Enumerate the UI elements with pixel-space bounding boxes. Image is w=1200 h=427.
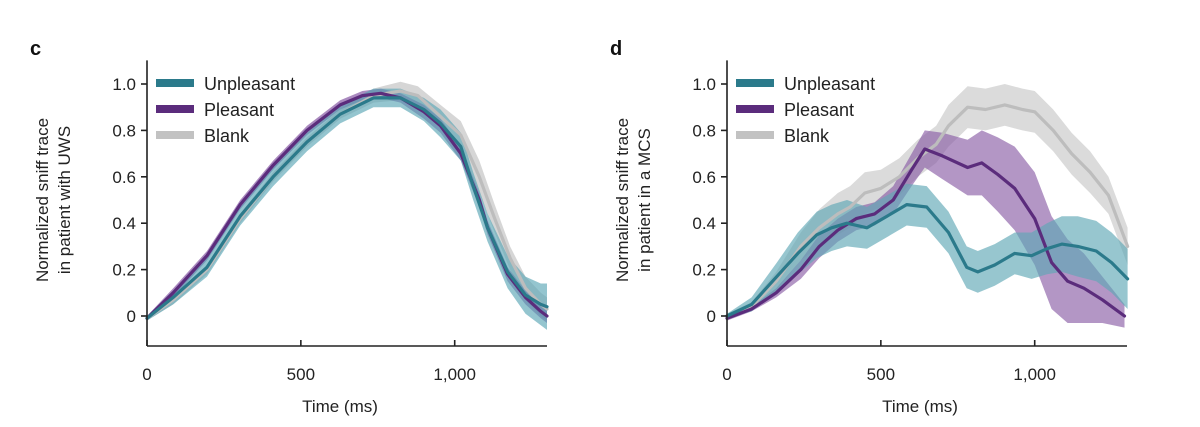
legend-item-blank: Blank bbox=[156, 126, 250, 146]
legend-swatch bbox=[736, 131, 774, 139]
y-axis-label-line-2: in patient with UWS bbox=[55, 126, 74, 274]
panel-d: d Normalized sniff trace in patient in a… bbox=[610, 38, 1130, 416]
panel-label: d bbox=[610, 38, 622, 60]
y-axis-label-line-1: Normalized sniff trace bbox=[613, 118, 632, 282]
legend-label: Blank bbox=[204, 126, 250, 146]
panel-c: c Normalized sniff trace in patient with… bbox=[30, 38, 549, 416]
legend-item-pleasant: Pleasant bbox=[736, 100, 854, 120]
y-tick-label: 0 bbox=[127, 307, 136, 326]
legend-item-unpleasant: Unpleasant bbox=[156, 74, 295, 94]
legend-item-unpleasant: Unpleasant bbox=[736, 74, 875, 94]
legend-swatch bbox=[156, 79, 194, 87]
y-tick-label: 0.8 bbox=[692, 121, 716, 140]
x-tick-label: 500 bbox=[867, 365, 895, 384]
series-line-unpleasant bbox=[145, 96, 549, 320]
x-axis-label: Time (ms) bbox=[882, 397, 958, 416]
y-tick-label: 0.2 bbox=[112, 261, 136, 280]
error-band-unpleasant bbox=[727, 183, 1128, 319]
y-tick-label: 0.6 bbox=[692, 168, 716, 187]
x-tick-label: 500 bbox=[287, 365, 315, 384]
y-tick-label: 0.6 bbox=[112, 168, 136, 187]
legend-swatch bbox=[156, 131, 194, 139]
y-tick-label: 0.4 bbox=[112, 214, 136, 233]
y-axis-label-line-2: in patient in a MCS bbox=[635, 128, 654, 272]
legend-item-pleasant: Pleasant bbox=[156, 100, 274, 120]
x-axis-label: Time (ms) bbox=[302, 397, 378, 416]
panel-label: c bbox=[30, 38, 41, 60]
legend-swatch bbox=[736, 105, 774, 113]
series-line-pleasant bbox=[725, 147, 1127, 320]
y-tick-label: 0 bbox=[707, 307, 716, 326]
y-axis-label: Normalized sniff trace in patient in a M… bbox=[613, 118, 654, 282]
legend-label: Unpleasant bbox=[204, 74, 295, 94]
y-tick-label: 1.0 bbox=[112, 75, 136, 94]
x-tick-label: 1,000 bbox=[433, 365, 476, 384]
y-tick-label: 1.0 bbox=[692, 75, 716, 94]
series-line-unpleasant bbox=[725, 203, 1130, 318]
y-axis-label-line-1: Normalized sniff trace bbox=[33, 118, 52, 282]
x-tick-label: 1,000 bbox=[1013, 365, 1056, 384]
x-tick-label: 0 bbox=[722, 365, 731, 384]
x-tick-label: 0 bbox=[142, 365, 151, 384]
legend-item-blank: Blank bbox=[736, 126, 830, 146]
y-axis-label: Normalized sniff trace in patient with U… bbox=[33, 118, 74, 282]
legend-swatch bbox=[736, 79, 774, 87]
legend-label: Pleasant bbox=[204, 100, 274, 120]
series-line-blank bbox=[725, 103, 1130, 318]
y-tick-label: 0.2 bbox=[692, 261, 716, 280]
legend-label: Blank bbox=[784, 126, 830, 146]
y-tick-label: 0.8 bbox=[112, 121, 136, 140]
legend-label: Unpleasant bbox=[784, 74, 875, 94]
legend-label: Pleasant bbox=[784, 100, 854, 120]
y-tick-label: 0.4 bbox=[692, 214, 716, 233]
error-band-pleasant bbox=[727, 130, 1125, 328]
legend-swatch bbox=[156, 105, 194, 113]
